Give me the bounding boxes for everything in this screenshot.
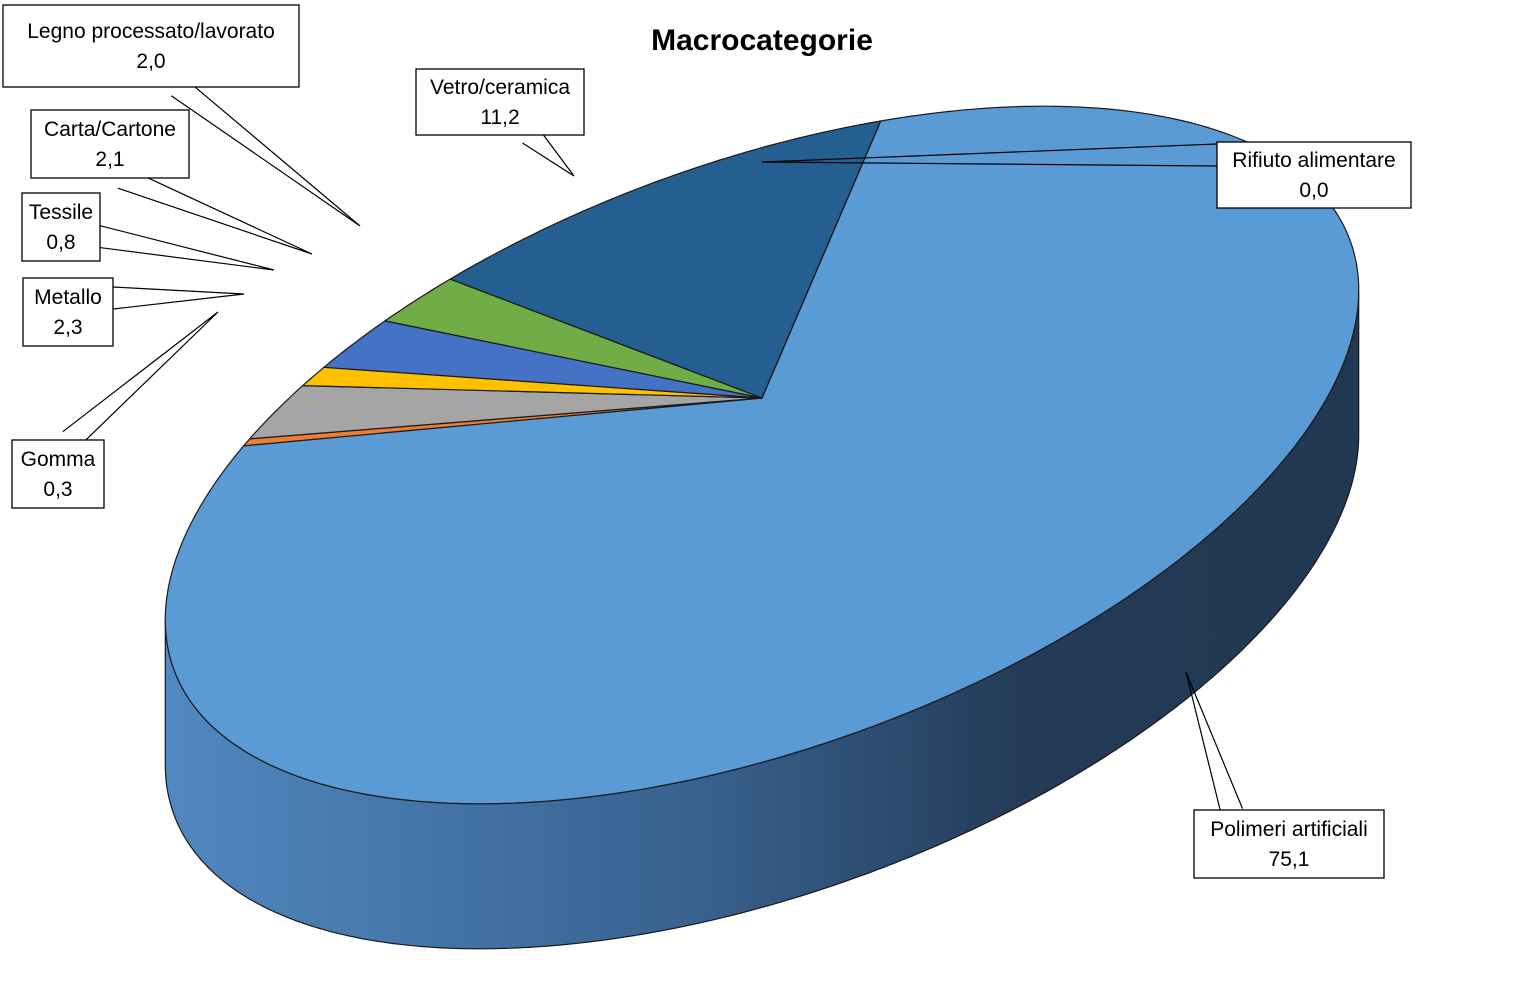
chart-title: Macrocategorie [651, 24, 873, 57]
label-box-rifiuto-alimentare [1216, 141, 1412, 209]
leader-line-carta-cartone [117, 167, 313, 255]
label-box-legno-processato-lavorato [2, 4, 300, 88]
leader-line-gomma [62, 311, 219, 449]
data-label-metallo: Metallo 2,3 [22, 277, 114, 347]
label-box-vetro-ceramica [415, 68, 585, 136]
label-value-rifiuto-alimentare: 0,0 [1299, 179, 1328, 202]
data-label-legno-processato-lavorato: Legno processato/lavorato 2,0 [2, 4, 300, 88]
label-name-carta-cartone: Carta/Cartone [44, 118, 176, 141]
slice-metallo [249, 385, 763, 440]
label-name-legno-processato-lavorato: Legno processato/lavorato [27, 20, 275, 43]
slice-rifiuto-alimentare [761, 120, 882, 399]
data-labels: Polimeri artificiali 75,1 Gomma 0,3 Metallo 2… [2, 4, 1412, 879]
leader-line-legno-processato-lavorato [170, 77, 361, 227]
label-name-rifiuto-alimentare: Rifiuto alimentare [1232, 149, 1395, 172]
leader-line-metallo [112, 286, 245, 310]
label-name-polimeri-artificiali: Polimeri artificiali [1210, 818, 1368, 841]
label-value-legno-processato-lavorato: 2,0 [136, 50, 165, 73]
leader-line-polimeri-artificiali [1185, 671, 1244, 816]
label-value-metallo: 2,3 [53, 316, 82, 339]
data-label-rifiuto-alimentare: Rifiuto alimentare 0,0 [1216, 141, 1412, 209]
label-leaders [62, 77, 1244, 816]
label-box-tessile [21, 192, 101, 262]
label-name-vetro-ceramica: Vetro/ceramica [430, 76, 570, 99]
slice-vetro-ceramica [449, 120, 882, 399]
data-label-polimeri-artificiali: Polimeri artificiali 75,1 [1193, 809, 1385, 879]
leader-line-rifiuto-alimentare [761, 143, 1218, 167]
label-value-gomma: 0,3 [43, 478, 72, 501]
leader-line-vetro-ceramica [522, 126, 575, 177]
label-name-gomma: Gomma [21, 448, 96, 471]
slice-legno-processato-lavorato [384, 278, 763, 399]
label-value-tessile: 0,8 [46, 231, 75, 254]
data-label-gomma: Gomma 0,3 [11, 439, 105, 509]
pie-top [164, 105, 1360, 805]
data-label-carta-cartone: Carta/Cartone 2,1 [30, 109, 190, 179]
label-box-metallo [22, 277, 114, 347]
label-name-tessile: Tessile [29, 201, 93, 224]
data-label-tessile: Tessile 0,8 [21, 192, 101, 262]
leader-line-tessile [93, 224, 275, 271]
slice-carta-cartone [323, 320, 763, 399]
label-box-carta-cartone [30, 109, 190, 179]
label-box-gomma [11, 439, 105, 509]
data-label-vetro-ceramica: Vetro/ceramica 11,2 [415, 68, 585, 136]
label-value-carta-cartone: 2,1 [95, 148, 124, 171]
label-value-polimeri-artificiali: 75,1 [1269, 848, 1310, 871]
label-box-polimeri-artificiali [1193, 809, 1385, 879]
label-value-vetro-ceramica: 11,2 [480, 106, 519, 129]
label-name-metallo: Metallo [34, 286, 102, 309]
